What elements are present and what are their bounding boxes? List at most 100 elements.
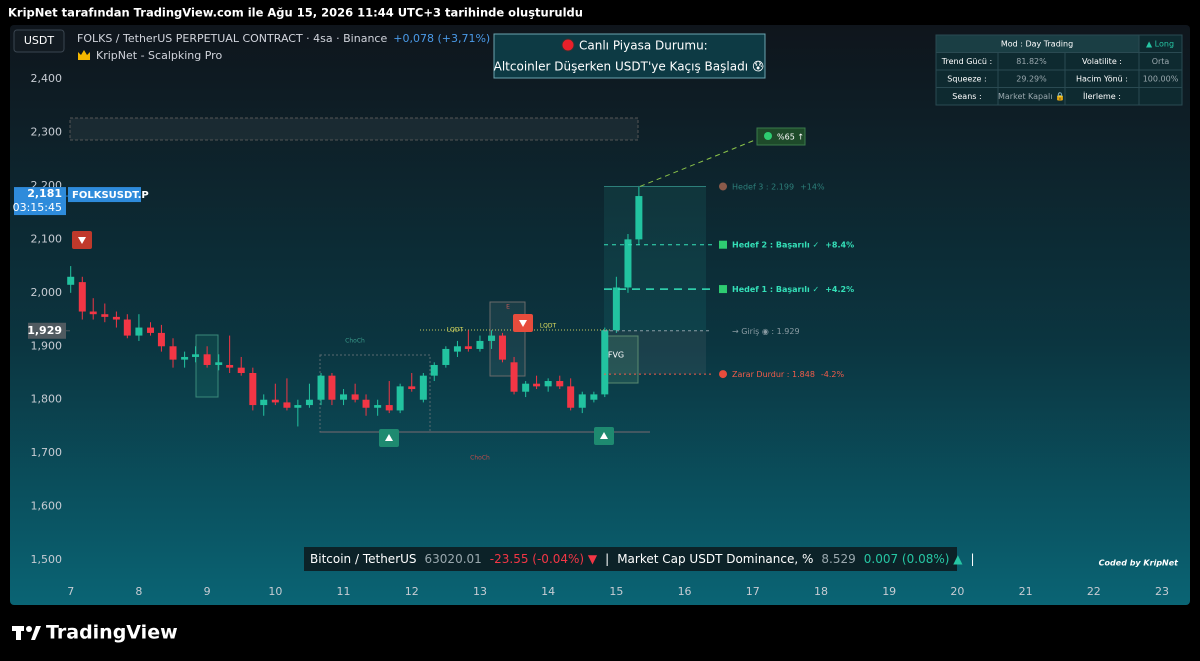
probability-dot: [764, 132, 772, 140]
candle-body: [522, 383, 530, 392]
table-cell-text: Hacim Yönü :: [1076, 74, 1128, 83]
candle-body: [237, 367, 245, 373]
candle-body: [101, 314, 109, 317]
x-tick-label: 7: [67, 585, 74, 598]
x-tick-label: 20: [950, 585, 964, 598]
credit: Coded by KripNet: [1099, 559, 1179, 568]
table-cell-text: İlerleme :: [1083, 91, 1121, 101]
price-change: +0,078 (+3,71%): [393, 32, 490, 45]
annotation: LQDT: [447, 327, 464, 334]
signal-arrow: [519, 320, 527, 327]
ticker-name: Market Cap USDT Dominance, %: [617, 552, 813, 566]
candle-body: [215, 362, 223, 365]
candle-body: [305, 399, 313, 406]
crown-icon: [78, 50, 90, 60]
table-cell: [1138, 87, 1183, 106]
x-tick-label: 15: [609, 585, 623, 598]
table-cell-text: Trend Gücü :: [941, 57, 992, 66]
symbol-tag-box: [68, 187, 141, 203]
x-tick-label: 14: [541, 585, 555, 598]
x-tick-label: 11: [337, 585, 351, 598]
level-change: -4.2%: [821, 370, 845, 379]
table-cell-text: Squeeze :: [947, 74, 986, 83]
countdown: 03:15:45: [13, 201, 62, 214]
signal-arrow: [78, 237, 86, 244]
candle-body: [123, 319, 131, 336]
currency-button-label: USDT: [24, 34, 55, 47]
level-name: Hedef 1 : Başarılı ✓: [732, 285, 819, 294]
candle-body: [89, 311, 97, 315]
level-change: +8.4%: [825, 240, 854, 249]
candle-body: [283, 402, 291, 408]
level-name: Hedef 3 : 2.199: [732, 182, 794, 191]
candle-body: [78, 282, 86, 312]
signal-arrow: [385, 434, 393, 441]
status-box: [493, 33, 766, 79]
status-message: Altcoinler Düşerken USDT'ye Kaçış Başlad…: [494, 60, 765, 74]
currency-button[interactable]: [13, 29, 65, 53]
candle-body: [498, 335, 506, 360]
candle-body: [556, 381, 564, 387]
y-tick-label: 2,100: [31, 232, 63, 245]
candle-body: [249, 373, 257, 406]
x-tick-label: 21: [1019, 585, 1033, 598]
candle-body: [442, 348, 450, 365]
candle-body: [430, 364, 438, 376]
x-tick-label: 16: [678, 585, 692, 598]
level-name: Hedef 2 : Başarılı ✓: [732, 240, 819, 249]
caption: KripNet tarafından TradingView.com ile A…: [8, 6, 583, 20]
ticker-price: 8.529: [821, 552, 855, 566]
candle-body: [601, 330, 609, 395]
candle-body: [544, 381, 552, 387]
candle-body: [181, 356, 189, 360]
candle-body: [578, 394, 586, 408]
status-title: Canlı Piyasa Durumu:: [579, 39, 708, 53]
ticker-name: Bitcoin / TetherUS: [310, 552, 417, 566]
candle-body: [533, 383, 541, 387]
candle-body: [476, 340, 484, 349]
table-cell-text: Volatilite :: [1082, 57, 1122, 66]
candle-body: [590, 394, 598, 400]
candle-body: [453, 346, 461, 352]
x-tick-label: 17: [746, 585, 760, 598]
candle-body: [612, 287, 620, 331]
candle-body: [147, 327, 155, 333]
y-tick-label: 2,400: [31, 72, 63, 85]
probability: %65 ↑: [777, 133, 804, 142]
stop-zone: [604, 330, 706, 375]
table-cell-text: Market Kapalı 🔒: [998, 92, 1065, 101]
level-change: +14%: [800, 182, 825, 191]
ticker-bar: [304, 547, 957, 571]
x-tick-label: 19: [882, 585, 896, 598]
candle-body: [635, 196, 643, 240]
legend-title: FOLKS / TetherUS PERPETUAL CONTRACT · 4s…: [77, 32, 490, 45]
annotation: LQDT: [540, 323, 557, 330]
y-tick-label: 1,600: [31, 500, 63, 513]
level-label: Hedef 2 : Başarılı ✓ +8.4%: [732, 240, 854, 249]
symbol-tag: FOLKSUSDT.P: [72, 190, 149, 201]
level-name: → Giriş ◉ : 1.929: [732, 326, 800, 335]
candle-body: [624, 239, 632, 288]
indicator-name: KripNet - Scalpking Pro: [96, 49, 222, 62]
target-zone: [604, 186, 706, 331]
x-tick-label: 13: [473, 585, 487, 598]
y-tick-label: 2,000: [31, 286, 63, 299]
x-tick-label: 18: [814, 585, 828, 598]
chart-panel: [10, 25, 1190, 605]
table-cell-text: 100.00%: [1143, 74, 1179, 83]
y-tick-label: 1,800: [31, 393, 63, 406]
candle-body: [340, 394, 348, 400]
candle-body: [157, 332, 165, 347]
candle-body: [192, 354, 200, 357]
candle-body: [328, 375, 336, 400]
level-label: Zarar Durdur : 1.848 -4.2%: [732, 370, 845, 379]
ticker-separator: |: [970, 552, 974, 566]
level-icon: [719, 370, 727, 379]
status-dot: [561, 38, 575, 52]
candle-body: [488, 335, 496, 341]
candle-body: [260, 399, 268, 406]
projection-line: [639, 139, 756, 187]
x-tick-label: 9: [204, 585, 211, 598]
check-icon: [719, 285, 727, 294]
